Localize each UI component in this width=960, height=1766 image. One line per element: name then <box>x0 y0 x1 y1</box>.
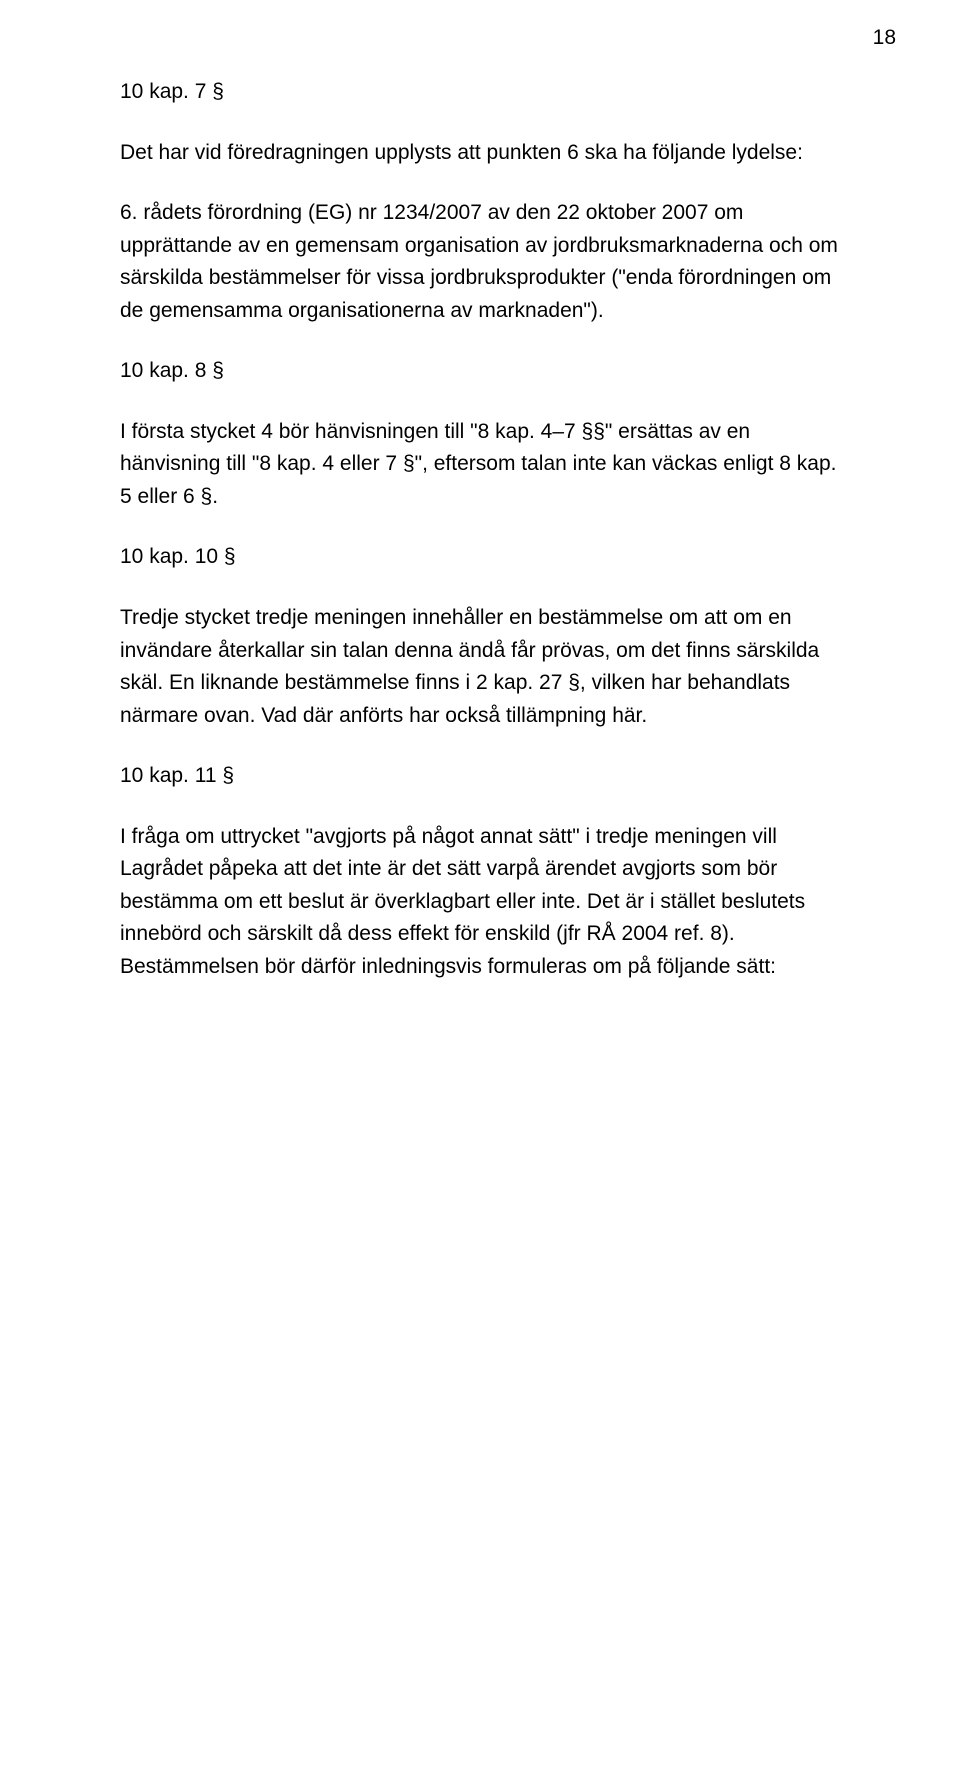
section-heading: 10 kap. 10 § <box>120 541 840 574</box>
section-heading: 10 kap. 11 § <box>120 760 840 793</box>
paragraph: Det har vid föredragningen upplysts att … <box>120 137 840 170</box>
paragraph: I första stycket 4 bör hänvisningen till… <box>120 416 840 514</box>
paragraph: Tredje stycket tredje meningen innehålle… <box>120 602 840 732</box>
document-page: 18 10 kap. 7 § Det har vid föredragninge… <box>0 0 960 1766</box>
section-10-kap-8: 10 kap. 8 § I första stycket 4 bör hänvi… <box>120 355 840 513</box>
section-10-kap-10: 10 kap. 10 § Tredje stycket tredje menin… <box>120 541 840 732</box>
paragraph: I fråga om uttrycket "avgjorts på något … <box>120 821 840 984</box>
page-number: 18 <box>873 22 896 55</box>
paragraph: 6. rådets förordning (EG) nr 1234/2007 a… <box>120 197 840 327</box>
section-heading: 10 kap. 7 § <box>120 76 840 109</box>
section-10-kap-7: 10 kap. 7 § Det har vid föredragningen u… <box>120 76 840 327</box>
section-heading: 10 kap. 8 § <box>120 355 840 388</box>
section-10-kap-11: 10 kap. 11 § I fråga om uttrycket "avgjo… <box>120 760 840 983</box>
